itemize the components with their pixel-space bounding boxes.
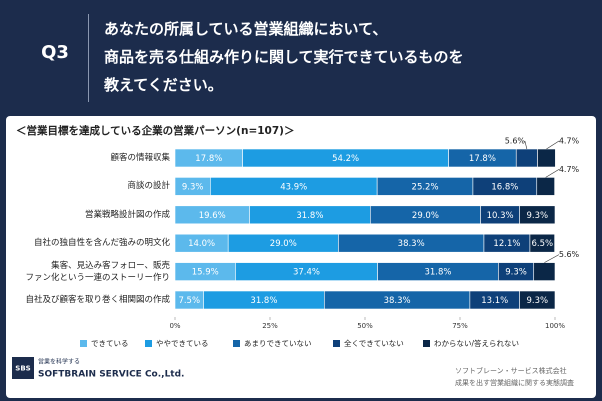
value-label: 4.7% (559, 165, 580, 174)
value-label: 54.2% (332, 154, 359, 164)
company: ソフトブレーン・サービス株式会社 (455, 366, 567, 375)
value-label: 7.5% (178, 296, 200, 306)
value-label: 31.8% (424, 268, 451, 278)
legend-swatch (423, 340, 430, 347)
legend-swatch (145, 340, 152, 347)
category-label: 自社の独自性を含んだ強みの明文化 (33, 238, 170, 249)
category-label: 営業戦略設計図の作成 (84, 209, 170, 220)
value-label: 5.6% (505, 137, 526, 146)
question-label: Q3 (41, 42, 69, 63)
survey: 成果を出す営業組織に関する実態調査 (455, 378, 574, 387)
value-label: 31.8% (296, 211, 323, 221)
value-label: 5.6% (559, 250, 580, 259)
value-label: 43.9% (280, 182, 307, 192)
value-label: 13.1% (481, 296, 508, 306)
legend-label: 全くできていない (344, 338, 404, 348)
value-label: 37.4% (293, 268, 320, 278)
question-line: あなたの所属している営業組織において、 (104, 20, 388, 38)
value-label: 9.3% (527, 296, 549, 306)
value-label: 29.0% (270, 239, 297, 249)
legend-label: ややできている (156, 339, 209, 348)
logo-name: SOFTBRAIN SERVICE Co.,Ltd. (38, 370, 184, 380)
question-line: 教えてください。 (104, 76, 223, 94)
legend-label: わからない/答えられない (434, 338, 519, 348)
bar-segment (519, 205, 556, 225)
logo-mark: SBS (15, 365, 30, 373)
question-line: 商品を売る仕組み作りに関して実行できているものを (104, 48, 464, 66)
value-label: 9.3% (527, 211, 549, 221)
legend-label: あまりできていない (244, 339, 312, 348)
value-label: 10.3% (487, 211, 514, 221)
legend-label: できている (91, 339, 129, 348)
value-label: 17.8% (469, 154, 496, 164)
category-label: 商談の設計 (127, 181, 170, 192)
value-label: 38.3% (384, 296, 411, 306)
x-tick-label: 50% (357, 322, 373, 330)
bar-segment (519, 290, 556, 310)
value-label: 9.3% (182, 182, 204, 192)
legend-swatch (233, 340, 240, 347)
leader-line (544, 254, 560, 263)
value-label: 16.8% (491, 182, 518, 192)
divider (88, 14, 89, 102)
value-label: 31.8% (250, 296, 277, 306)
bar-segment (537, 148, 556, 168)
value-label: 29.0% (412, 211, 439, 221)
value-label: 19.6% (199, 211, 226, 221)
bar-segment (533, 262, 556, 281)
bar-segment (515, 148, 538, 168)
value-label: 4.7% (559, 137, 580, 146)
legend-swatch (333, 340, 340, 347)
x-tick-label: 100% (545, 322, 565, 330)
value-label: 14.0% (188, 239, 215, 249)
value-label: 17.8% (195, 154, 222, 164)
bar-segment (529, 233, 555, 253)
value-label: 15.9% (192, 268, 219, 278)
chart-title: ＜営業目標を達成している企業の営業パーソン(n=107)＞ (16, 124, 294, 137)
x-tick-label: 75% (452, 322, 468, 330)
bar-segment (536, 177, 555, 196)
value-label: 6.5% (531, 239, 553, 249)
value-label: 9.3% (505, 268, 527, 278)
logo-box (12, 357, 34, 379)
category-label: 顧客の情報収集 (110, 153, 170, 163)
value-label: 25.2% (412, 182, 439, 192)
legend-swatch (80, 340, 87, 347)
x-tick-label: 25% (262, 322, 278, 330)
value-label: 38.3% (398, 239, 425, 249)
category-label: 集客、見込み客フォロー、販売 ファン化という一連のストーリー作り (25, 260, 170, 283)
leader-line (545, 169, 560, 178)
leader-line (546, 140, 560, 150)
leader-line (524, 140, 528, 150)
logo-tagline: 営業を科学する (38, 358, 80, 366)
category-label: 自社及び顧客を取り巻く相関図の作成 (25, 295, 170, 305)
value-label: 12.1% (493, 239, 520, 249)
x-tick-label: 0% (169, 322, 180, 330)
